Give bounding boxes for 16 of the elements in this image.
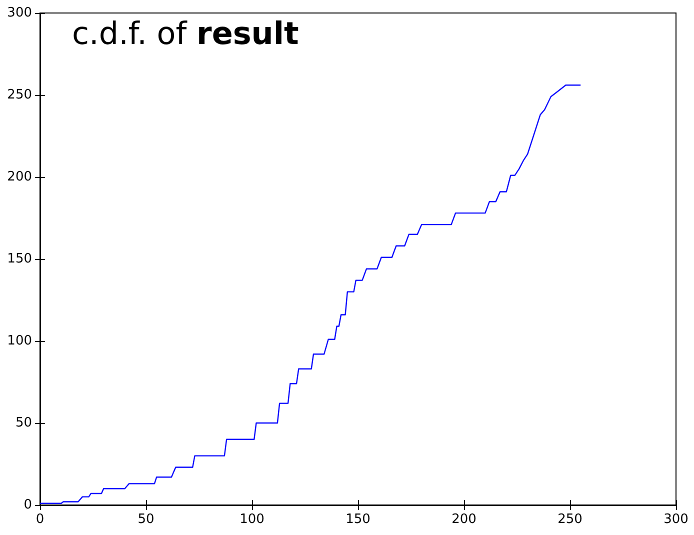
y-tick-label: 200	[7, 170, 32, 184]
x-tick-label: 150	[346, 512, 370, 527]
y-tick-label: 0	[24, 498, 32, 512]
line-series	[39, 84, 582, 504]
chart-title: c.d.f. of result	[72, 16, 299, 52]
y-tick-label: 300	[7, 6, 32, 20]
x-tick-label: 50	[138, 512, 154, 527]
x-tick-label: 0	[36, 512, 44, 527]
y-tick-label: 150	[7, 252, 32, 266]
x-tick-label: 100	[240, 512, 264, 527]
x-tick-label: 200	[452, 512, 476, 527]
x-tick-label: 250	[558, 512, 582, 527]
y-tick-label: 100	[7, 334, 32, 348]
x-tick-label: 300	[664, 512, 688, 527]
y-tick-label: 50	[15, 416, 32, 430]
y-tick-label: 250	[7, 88, 32, 102]
